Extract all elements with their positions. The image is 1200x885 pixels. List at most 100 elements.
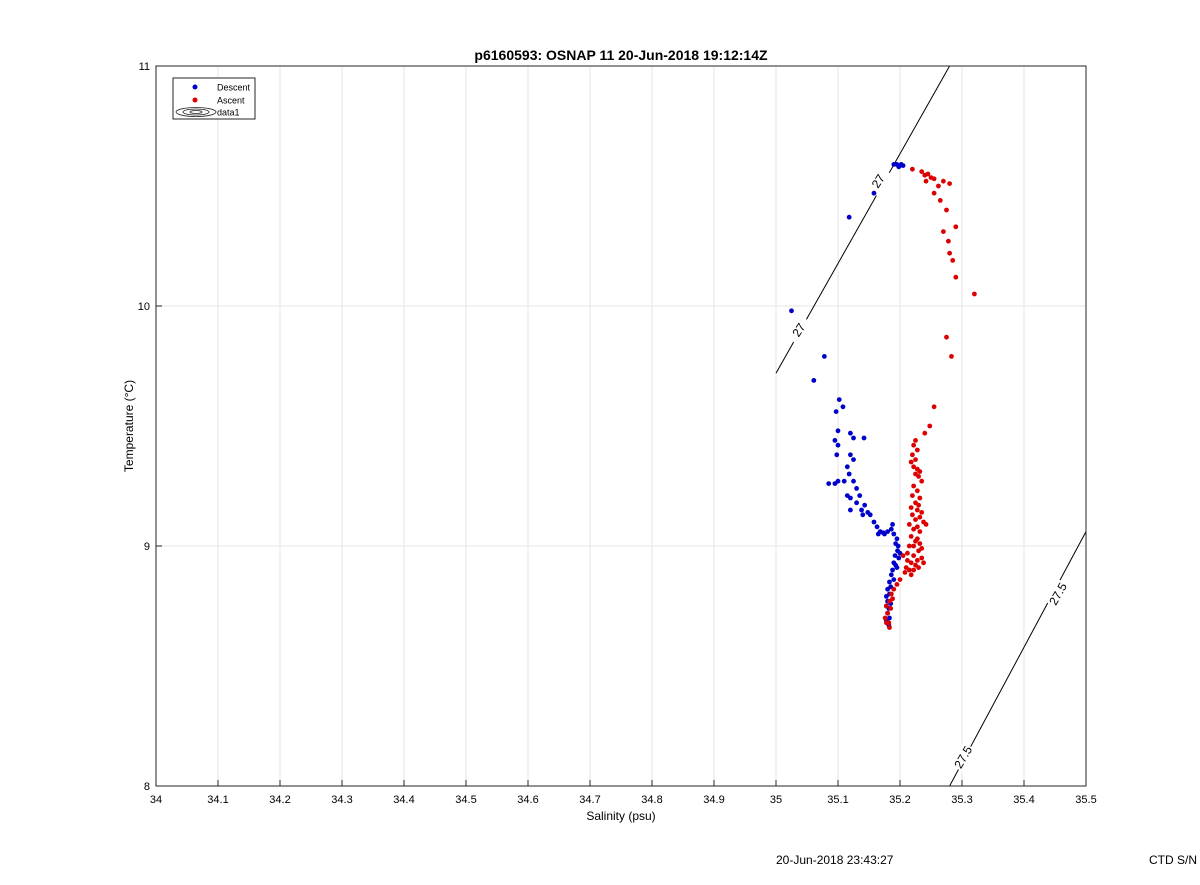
x-tick-label: 34.5 [455,794,476,806]
descent-point [848,430,853,436]
ascent-point [919,478,925,484]
legend-ascent-marker [192,97,198,103]
descent-point [898,162,904,167]
ascent-point [949,354,954,359]
ascent-point [883,620,889,626]
legend-contour-icon [175,107,217,117]
descent-point [895,543,901,549]
ascent-point [888,591,894,597]
ascent-point [914,524,920,530]
descent-point [890,567,895,573]
ascent-point [911,483,917,489]
ascent-point [910,166,915,172]
ascent-point [917,541,923,546]
descent-point [835,478,841,484]
ascent-point [944,207,949,213]
x-axis-label: Salinity (psu) [586,809,655,823]
descent-point [848,452,853,458]
legend: Descent Ascent data1 [172,77,256,120]
ascent-point [913,438,918,443]
x-tick-label: 34.3 [331,794,352,806]
descent-point [832,438,838,443]
ascent-point [891,586,897,592]
descent-point [888,572,894,578]
ascent-point [908,534,914,539]
ascent-point [931,190,937,196]
x-tick-label: 35 [770,794,782,806]
ascent-point [919,555,925,561]
ascent-point [944,334,949,340]
descent-point [891,531,897,537]
y-tick-label: 8 [144,781,150,793]
contour-label-bg [785,314,813,346]
descent-point [826,481,832,486]
ascent-point [937,198,943,203]
legend-data1-label: data1 [217,108,240,118]
descent-point [860,512,866,518]
descent-point [851,457,856,462]
x-tick-label: 35.3 [951,794,972,806]
ascent-point [913,517,918,522]
descent-point [892,553,898,558]
descent-point [862,502,868,508]
contour-label-bg [949,741,977,773]
descent-point [875,531,881,537]
ascent-point [911,442,917,448]
grid-lines [155,65,1087,787]
descent-point [854,500,859,506]
descent-point [841,478,847,484]
ascent-point [941,229,946,235]
descent-point [894,536,900,542]
ascent-point [911,553,917,558]
ascent-point [925,171,931,177]
ascent-point [919,510,925,515]
y-tick-label: 9 [144,541,150,553]
ascent-point [941,178,946,184]
descent-point [846,214,852,220]
x-tick-label: 35.2 [889,794,910,806]
ascent-point [947,250,952,256]
ascent-point [917,469,923,474]
axes-box [155,65,1087,787]
descent-point [846,471,852,477]
ascent-point [923,522,929,527]
descent-point [871,519,877,525]
descent-point [888,526,894,532]
ascent-point [922,430,928,436]
descent-point [891,162,897,167]
ascent-point [953,224,959,230]
descent-point [854,486,859,491]
x-tick-label: 34.9 [703,794,724,806]
descent-point [840,404,846,410]
ascent-point [914,507,920,513]
ascent-point [947,181,952,187]
ascent-point [931,404,937,410]
contour-label-bg [864,165,893,197]
descent-point [835,442,841,448]
ascent-point [916,548,921,554]
ascent-point [950,258,956,263]
ascent-point [917,495,923,501]
ascent-point [905,550,910,556]
ascent-point [908,505,914,510]
ascent-point [911,526,917,532]
ascent-point [936,183,941,189]
ascent-point [906,543,912,549]
ascent-point [921,560,926,566]
ascent-point [916,474,921,479]
descent-point [851,478,856,484]
footer-timestamp: 20-Jun-2018 23:43:27 [776,853,894,867]
descent-point [821,354,827,359]
descent-point [867,512,873,518]
footer-device-label: CTD S/N [1149,853,1197,867]
ascent-point [908,459,914,465]
legend-ascent-label: Ascent [217,96,245,106]
ascent-point [911,567,917,573]
ascent-point [908,572,914,578]
ascent-point [914,488,920,494]
legend-box [172,77,256,120]
chart-title: p6160593: OSNAP 11 20-Jun-2018 19:12:14Z [474,47,768,63]
x-tick-label: 34.7 [579,794,600,806]
descent-point [859,507,864,513]
x-tick-label: 35.1 [827,794,848,806]
